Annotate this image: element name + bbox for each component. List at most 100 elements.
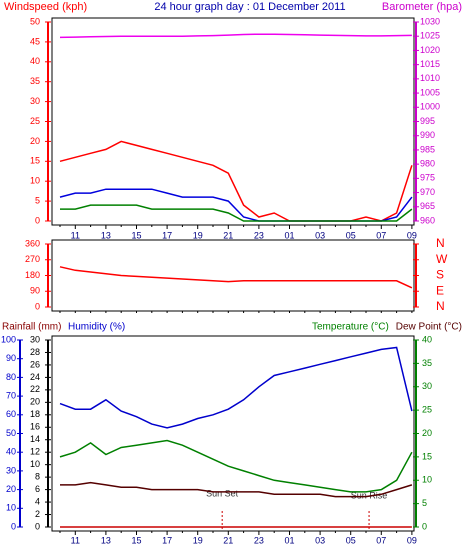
- y-tick-label: 18: [30, 409, 40, 419]
- y-tick-label: 1010: [420, 73, 440, 83]
- y-axis-label: Windspeed (kph): [4, 1, 87, 13]
- y-tick-label: 1025: [420, 31, 440, 41]
- x-tick-label: 13: [101, 535, 111, 545]
- y-tick-label: S: [436, 268, 444, 282]
- y-tick-label: 6: [35, 484, 40, 494]
- y-tick-label: 990: [420, 130, 435, 140]
- y-tick-label: 970: [420, 187, 435, 197]
- y-tick-label: 5: [422, 498, 427, 508]
- y-tick-label: 1020: [420, 45, 440, 55]
- y-tick-label: 0: [11, 521, 16, 531]
- x-tick-label: 05: [346, 230, 356, 240]
- x-tick-label: 01: [284, 230, 294, 240]
- y-tick-label: 35: [422, 358, 432, 368]
- x-tick-label: 15: [131, 535, 141, 545]
- y-tick-label: 30: [30, 96, 40, 106]
- y-tick-label: 60: [6, 409, 16, 419]
- y-tick-label: 50: [30, 16, 40, 26]
- y-tick-label: 1000: [420, 102, 440, 112]
- data-line: [59, 266, 413, 289]
- y3-axis-label: Rainfall (mm): [2, 322, 61, 333]
- y-tick-label: 25: [422, 405, 432, 415]
- y-tick-label: 28: [30, 347, 40, 357]
- y-tick-label: 20: [422, 428, 432, 438]
- x-tick-label: 21: [223, 535, 233, 545]
- y-tick-label: N: [436, 299, 445, 313]
- y-tick-label: 100: [1, 334, 16, 344]
- y-tick-label: 22: [30, 384, 40, 394]
- y-tick-label: 270: [25, 254, 40, 264]
- y-tick-label: N: [436, 236, 445, 250]
- x-tick-label: 01: [284, 535, 294, 545]
- y-tick-label: 90: [6, 353, 16, 363]
- y-tick-label: 10: [422, 475, 432, 485]
- y-tick-label: 20: [30, 136, 40, 146]
- y-tick-label: 40: [422, 334, 432, 344]
- y-tick-label: 25: [30, 116, 40, 126]
- x-tick-label: 19: [193, 230, 203, 240]
- x-tick-label: 17: [162, 230, 172, 240]
- x-tick-label: 11: [71, 535, 80, 545]
- y-tick-label: 5: [35, 195, 40, 205]
- y-tick-label: 50: [6, 428, 16, 438]
- y-tick-label: 15: [30, 156, 40, 166]
- y-tick-label: 30: [30, 334, 40, 344]
- annotation: Sun Rise: [351, 490, 388, 500]
- y-tick-label: 960: [420, 215, 435, 225]
- x-tick-label: 23: [254, 230, 264, 240]
- y-tick-label: 20: [30, 397, 40, 407]
- y-tick-label: 10: [6, 503, 16, 513]
- y-tick-label: 26: [30, 359, 40, 369]
- y-tick-label: 15: [422, 451, 432, 461]
- x-tick-label: 03: [315, 230, 325, 240]
- x-tick-label: 19: [193, 535, 203, 545]
- y-tick-label: 20: [6, 484, 16, 494]
- y-tick-label: 35: [30, 76, 40, 86]
- y-tick-label: 0: [35, 301, 40, 311]
- y-tick-label: 360: [25, 238, 40, 248]
- y-tick-label: 1015: [420, 59, 440, 69]
- y-tick-label: 965: [420, 201, 435, 211]
- y2-axis-label: Temperature (°C): [312, 322, 389, 333]
- x-tick-label: 15: [131, 230, 141, 240]
- y-tick-label: W: [436, 252, 448, 266]
- annotation: Sun Set: [206, 488, 239, 498]
- y-tick-label: 995: [420, 116, 435, 126]
- x-tick-label: 09: [407, 535, 417, 545]
- data-line: [59, 439, 413, 493]
- x-tick-label: 11: [71, 230, 80, 240]
- x-tick-label: 23: [254, 535, 264, 545]
- y-tick-label: 80: [6, 372, 16, 382]
- x-tick-label: 17: [162, 535, 172, 545]
- y-tick-label: 14: [30, 434, 40, 444]
- y-tick-label: 0: [35, 521, 40, 531]
- y-tick-label: 12: [30, 447, 40, 457]
- y-tick-label: 90: [30, 286, 40, 296]
- x-tick-label: 05: [346, 535, 356, 545]
- y-tick-label: 2: [35, 509, 40, 519]
- x-tick-label: 09: [407, 230, 417, 240]
- chart-title: 24 hour graph day : 01 December 2011: [154, 1, 345, 13]
- y-tick-label: E: [436, 283, 444, 297]
- y-tick-label: 40: [30, 56, 40, 66]
- y-tick-label: 1005: [420, 87, 440, 97]
- y-tick-label: 985: [420, 144, 435, 154]
- y-tick-label: 10: [30, 459, 40, 469]
- y2-axis-label: Dew Point (°C): [396, 322, 462, 333]
- y-tick-label: 0: [422, 521, 427, 531]
- x-tick-label: 07: [376, 535, 386, 545]
- x-tick-label: 21: [223, 230, 233, 240]
- data-line: [60, 204, 413, 222]
- x-tick-label: 13: [101, 230, 111, 240]
- data-line: [60, 481, 413, 498]
- y-tick-label: 1030: [420, 16, 440, 26]
- y-tick-label: 70: [6, 390, 16, 400]
- y2-axis-label: Barometer (hpa): [382, 1, 462, 13]
- y-tick-label: 16: [30, 422, 40, 432]
- y-tick-label: 4: [35, 496, 40, 506]
- data-line: [59, 33, 412, 39]
- y-axis-label: Humidity (%): [68, 322, 125, 333]
- y-tick-label: 980: [420, 159, 435, 169]
